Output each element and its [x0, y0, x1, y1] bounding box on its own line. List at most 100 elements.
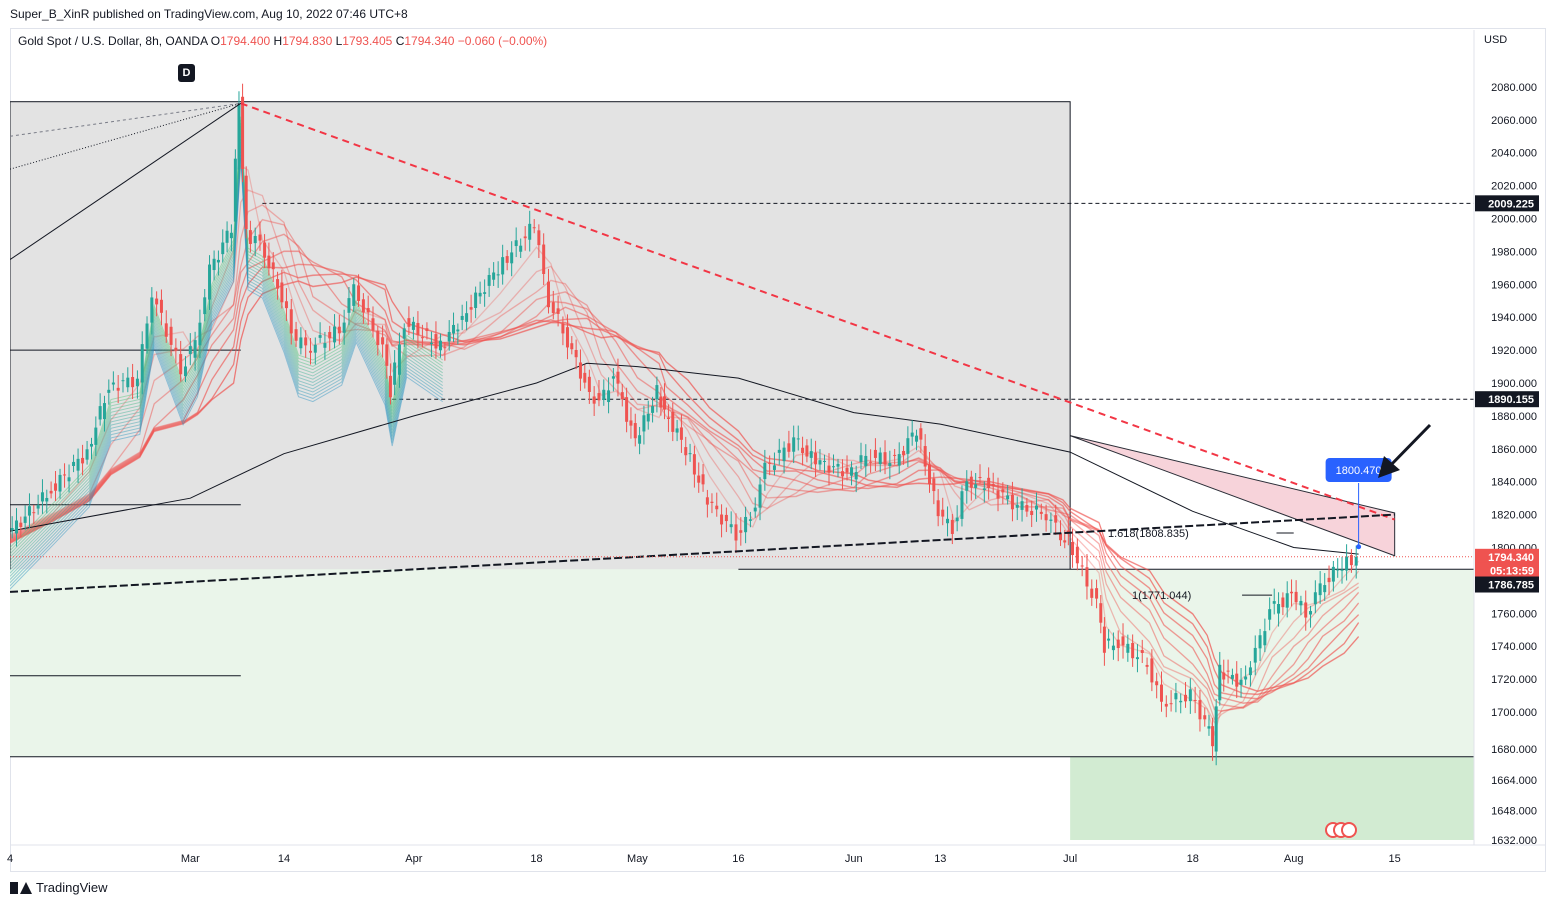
footer-brand[interactable]: TradingView	[10, 880, 108, 895]
price-tag-label: 1794.340	[1488, 552, 1534, 564]
candle-body	[1309, 611, 1313, 615]
currency-label: USD	[1484, 34, 1508, 46]
candle-body	[32, 512, 36, 514]
legend-change: −0.060 (−0.00%)	[457, 34, 548, 48]
candle-body	[447, 331, 451, 342]
candle-body	[263, 242, 267, 258]
candle-body	[701, 474, 705, 485]
ribbon-line	[10, 218, 1359, 712]
candle-body	[1340, 569, 1344, 571]
candle-body	[1075, 546, 1079, 564]
d-marker-badge[interactable]: D	[178, 64, 195, 82]
x-tick-label: 18	[1187, 853, 1199, 865]
candle-body	[688, 453, 692, 455]
candle-body	[987, 477, 991, 488]
tradingview-logo-icon	[10, 881, 32, 894]
candle-body	[212, 258, 216, 271]
candle-body	[1336, 569, 1340, 571]
y-tick-label: 1700.000	[1491, 707, 1537, 719]
candle-body	[873, 449, 877, 458]
callout-dot	[1356, 544, 1362, 550]
x-tick-label: 15	[1389, 853, 1401, 865]
candle-body	[111, 382, 115, 385]
ribbon-line	[10, 189, 1360, 724]
candle-body	[597, 393, 601, 401]
candle-body	[565, 327, 569, 348]
candle-body	[1198, 700, 1202, 720]
publisher-bar: Super_B_XinR published on TradingView.co…	[0, 0, 1554, 28]
candle-body	[107, 389, 111, 393]
x-tick-label: 4	[7, 853, 13, 865]
candle-body	[1131, 642, 1135, 659]
candle-body	[692, 454, 696, 475]
candle-body	[720, 514, 724, 525]
y-tick-label: 1960.000	[1491, 279, 1537, 291]
candle-body	[483, 292, 487, 294]
y-tick-label: 2000.000	[1491, 214, 1537, 226]
candle-body	[782, 447, 786, 462]
candle-body	[438, 340, 442, 351]
candle-body	[1226, 670, 1230, 672]
candle-body	[850, 467, 854, 476]
candle-body	[1080, 565, 1084, 567]
candle-body	[36, 505, 40, 509]
candle-body	[919, 428, 923, 440]
candle-body	[1140, 650, 1144, 653]
candle-body	[1059, 533, 1063, 541]
candle-body	[574, 349, 578, 358]
moving-average-200	[10, 362, 1359, 555]
candle-body	[1049, 519, 1053, 521]
candle-body	[465, 313, 469, 322]
candle-body	[758, 484, 762, 508]
candle-body	[602, 389, 606, 400]
candle-body	[1071, 541, 1075, 556]
candle-body	[85, 449, 89, 460]
candle-body	[832, 466, 835, 468]
candle-body	[155, 298, 159, 305]
candle-body	[474, 292, 478, 308]
candle-body	[827, 465, 831, 473]
candle-body	[276, 279, 280, 289]
candle-body	[411, 321, 415, 330]
candle-body	[1218, 664, 1222, 701]
candle-body	[1085, 567, 1089, 587]
projection-triangle	[1069, 435, 1396, 557]
y-tick-label: 1840.000	[1491, 477, 1537, 489]
candle-body	[822, 460, 826, 462]
price-tag-label: 05:13:59	[1490, 566, 1534, 578]
callout-price: 1800.470	[1336, 465, 1382, 477]
candle-body	[1299, 600, 1303, 606]
candle-body	[772, 465, 776, 470]
candle-body	[366, 308, 370, 313]
y-tick-label: 1900.000	[1491, 378, 1537, 390]
candle-body	[169, 326, 173, 345]
candle-body	[1345, 556, 1349, 571]
ribbon-green-line	[10, 132, 443, 564]
candle-body	[941, 509, 945, 517]
candle-body	[845, 467, 849, 473]
candle-body	[299, 337, 303, 349]
candle-body	[1030, 510, 1034, 516]
x-tick-label: 18	[530, 853, 542, 865]
candle-body	[416, 322, 420, 336]
candle-body	[1025, 505, 1029, 512]
ribbon-green-line	[10, 138, 443, 571]
candle-body	[768, 462, 772, 464]
candle-body	[578, 362, 582, 379]
price-tag	[1475, 576, 1539, 593]
candle-body	[1001, 489, 1005, 493]
candle-body	[76, 458, 80, 471]
candle-body	[333, 326, 337, 343]
candle-body	[1179, 700, 1183, 703]
candle-body	[1268, 609, 1272, 620]
y-tick-label: 1980.000	[1491, 246, 1537, 258]
candle-body	[744, 516, 748, 533]
candle-body	[1230, 674, 1234, 679]
footer-brand-text: TradingView	[36, 880, 108, 895]
ribbon-line	[10, 233, 1360, 709]
candle-body	[89, 443, 93, 447]
candle-body	[1277, 604, 1281, 614]
candle-body	[308, 350, 312, 353]
candle-body	[679, 427, 683, 440]
